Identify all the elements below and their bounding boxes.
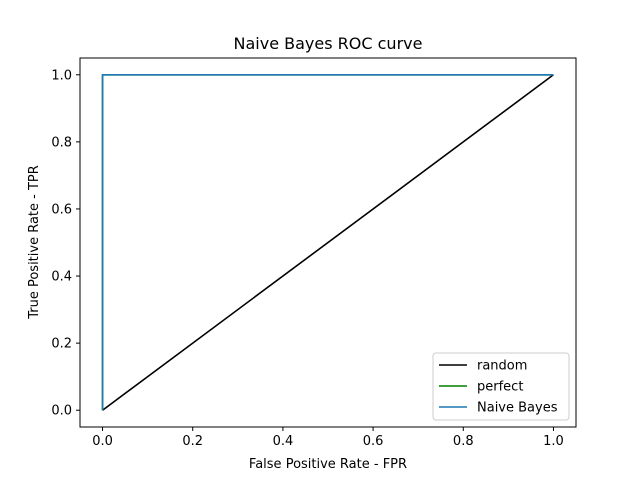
plot-area: 0.0 0.2 0.4 0.6 0.8 1.0 0.0 0.2 0.4 0.6 0.8 1.0 [51, 57, 577, 449]
x-tick-label: 0.2 [182, 434, 203, 449]
legend-label-perfect: perfect [477, 380, 523, 395]
series-line-random [102, 74, 554, 411]
x-tick-label: 0.4 [273, 434, 294, 449]
x-tick-label: 0.6 [363, 434, 384, 449]
y-tick-label: 0.6 [51, 202, 72, 217]
x-tick-label: 1.0 [543, 434, 564, 449]
legend-label-random: random [477, 359, 527, 374]
y-axis-label: True Positive Rate - TPR [27, 165, 42, 320]
legend-box [432, 352, 570, 421]
legend-label-naive-bayes: Naive Bayes [477, 401, 558, 416]
y-tick-label: 0.0 [51, 404, 72, 419]
y-tick-label: 0.2 [51, 337, 72, 352]
y-tick-label: 1.0 [51, 68, 72, 83]
y-tick-label: 0.4 [51, 270, 72, 285]
y-tick-label: 0.8 [51, 135, 72, 150]
x-axis-label: False Positive Rate - FPR [249, 457, 407, 472]
chart-title: Naive Bayes ROC curve [234, 34, 423, 53]
axes-frame [79, 57, 577, 428]
x-tick-label: 0.0 [92, 434, 113, 449]
legend: random perfect Naive Bayes [432, 352, 570, 421]
x-tick-label: 0.8 [453, 434, 474, 449]
series-line-naive-bayes [101, 73, 554, 411]
